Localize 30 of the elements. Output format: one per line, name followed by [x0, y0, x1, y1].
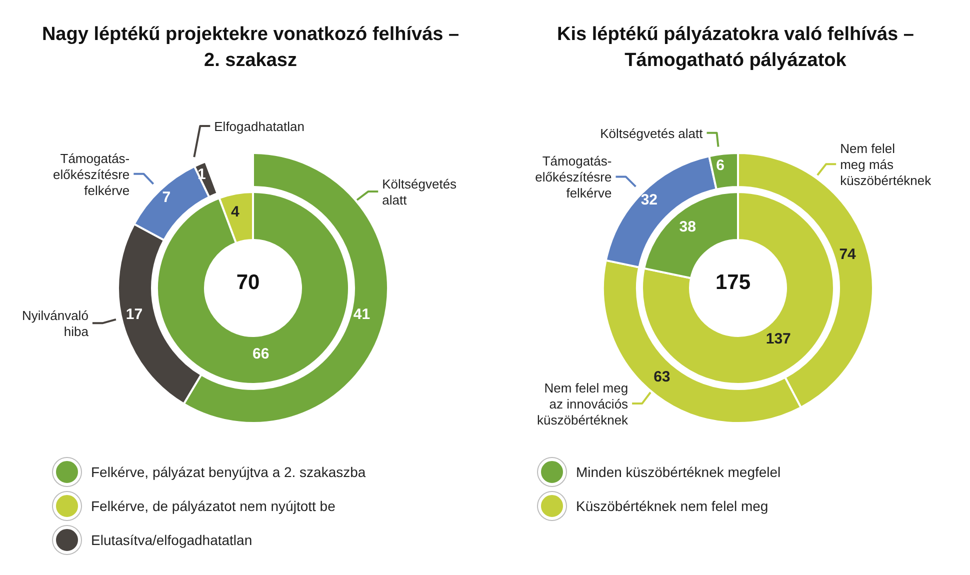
data-label: 17: [126, 306, 143, 323]
chart-title: Kis léptékű pályázatokra való felhívás – Támogatható pályázatok: [556, 23, 915, 73]
text: 175: [714, 271, 752, 295]
slice-label: Támogatás- előkészítésre felkérve: [53, 150, 130, 198]
slice-label: Költségvetés alatt: [600, 125, 704, 140]
data-label: 6: [716, 157, 724, 174]
data-label: 41: [353, 306, 370, 323]
data-label: 7: [162, 189, 171, 206]
category-label: Minden küszöbértéknek megfelel: [576, 464, 781, 480]
slice-label: Elfogadhatatlan: [214, 118, 305, 134]
data-label: 137: [766, 330, 791, 348]
text: 70: [235, 271, 261, 295]
chart-title: Nagy léptékű projektekre vonatkozó felhívás – 2. szakasz: [40, 23, 460, 73]
data-label: 74: [839, 246, 857, 264]
slice-label: Támogatás- előkészítésre felkérve: [535, 153, 612, 200]
data-label: 66: [252, 345, 270, 362]
category-label: Felkérve, pályázat benyújtva a 2. szakaszba: [91, 464, 366, 480]
category-label: Elutasítva/elfogadhatatlan: [91, 532, 252, 548]
data-label: 4: [230, 204, 240, 221]
slice-label: Nem felel meg más küszöbértéknek: [840, 140, 932, 188]
data-label: 32: [640, 191, 658, 208]
donut-slice: [156, 191, 350, 385]
category-label: Küszöbértéknek nem felel meg: [576, 498, 768, 514]
slice-label: Költségvetés alatt: [382, 176, 458, 208]
data-label: 38: [679, 218, 696, 236]
donut-slice: [641, 191, 835, 385]
data-label: 63: [654, 368, 670, 386]
slice-label: Nyilvánvaló hiba: [22, 308, 90, 339]
slice-label: Nem felel meg az innovációs küszöbértéknek: [537, 380, 629, 428]
category-label: Felkérve, de pályázatot nem nyújtott be: [91, 498, 336, 514]
